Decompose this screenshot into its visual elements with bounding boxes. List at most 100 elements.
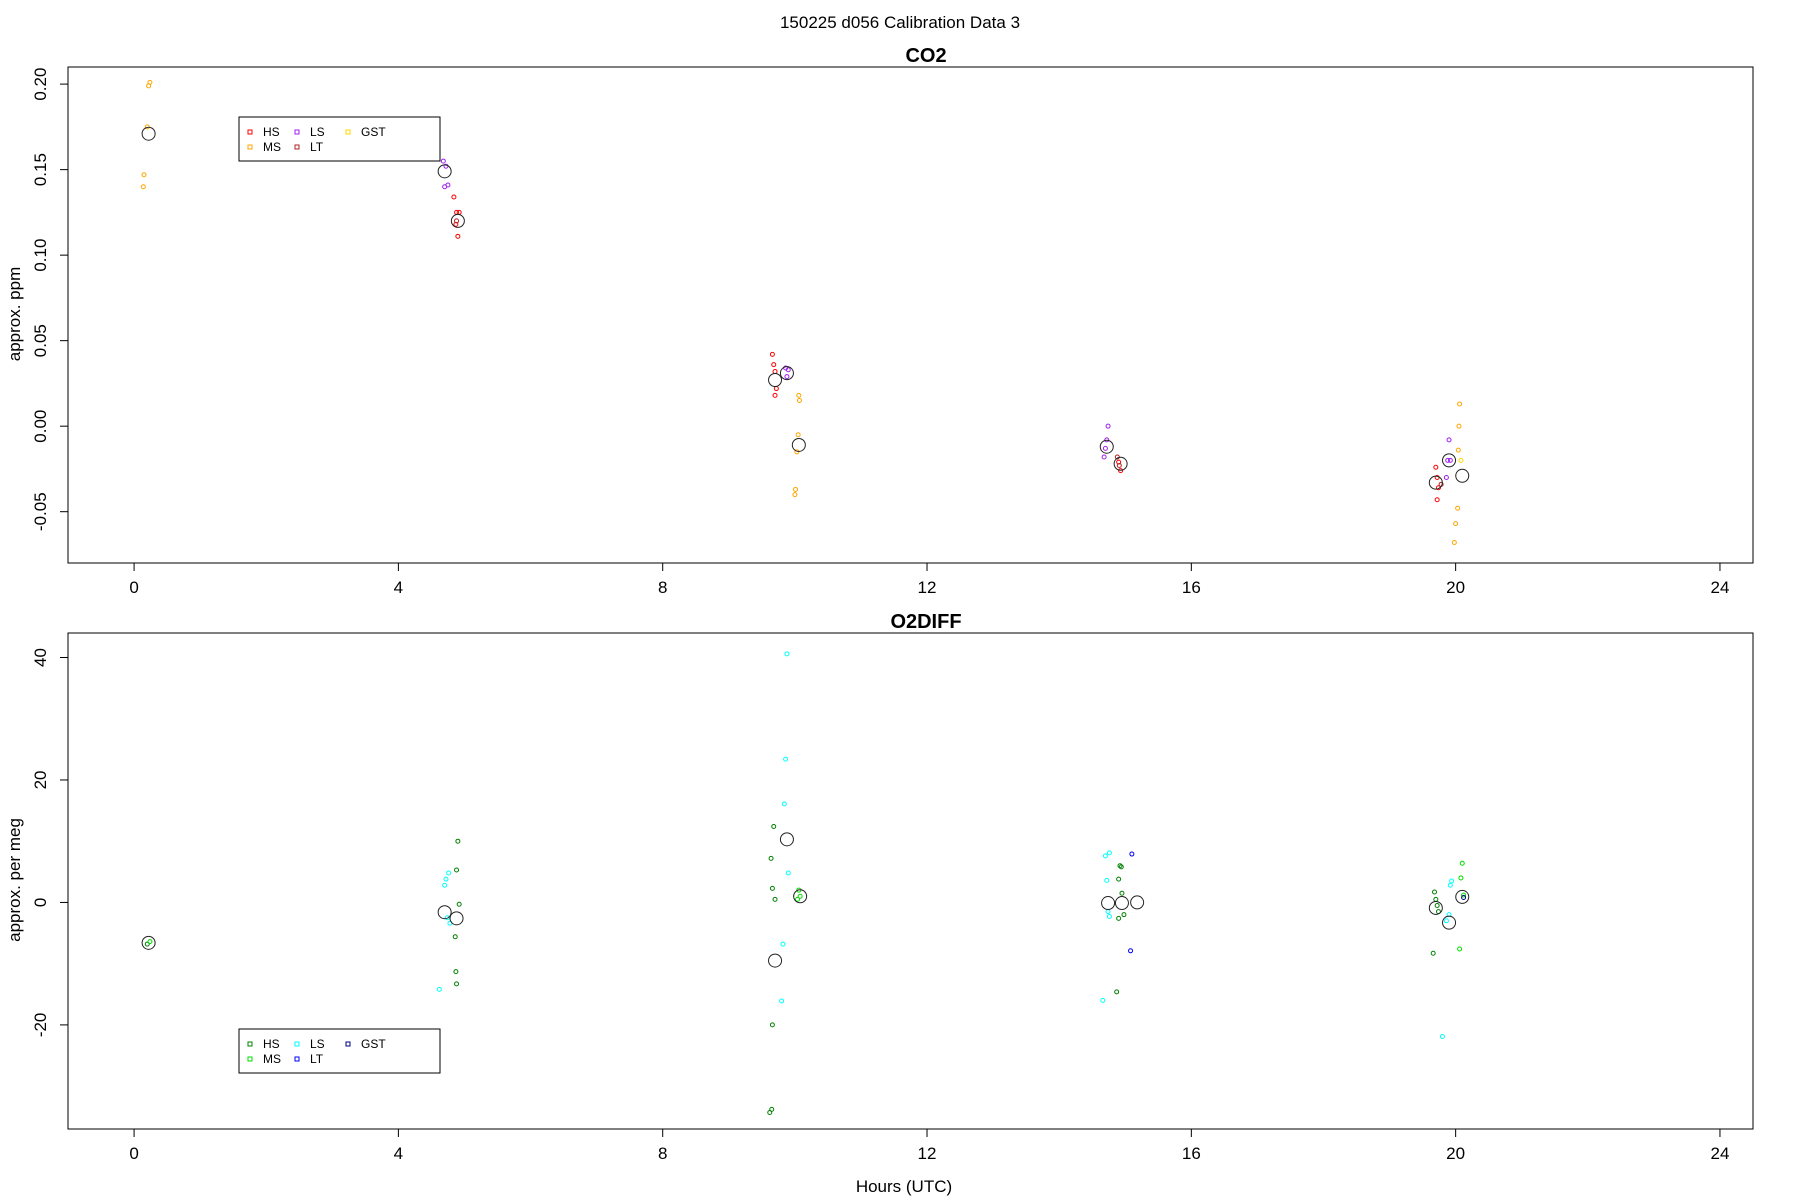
co2-point-ls	[1445, 457, 1451, 463]
o2diff-point-hs	[1114, 989, 1120, 995]
o2diff-point-ls	[1102, 853, 1108, 859]
co2-mean-marker	[1113, 456, 1128, 471]
figure-title: 150225 d056 Calibration Data 3	[780, 13, 1020, 32]
o2diff-point-ls	[780, 941, 786, 947]
co2-point-hs	[772, 368, 778, 374]
o2diff-legend-symbol-gst	[345, 1041, 351, 1047]
o2diff-point-ls	[1439, 1034, 1445, 1040]
o2diff-mean-marker	[793, 889, 808, 904]
o2diff-mean-marker	[1101, 896, 1116, 911]
o2diff-point-ls	[442, 882, 448, 888]
o2diff-legend-symbol-lt	[294, 1056, 300, 1062]
co2-point-ls	[442, 184, 448, 190]
o2diff-point-ms	[1457, 946, 1463, 952]
co2-point-lt	[1116, 463, 1122, 469]
co2-legend-symbol-lt	[294, 144, 300, 150]
co2-point-ms	[141, 172, 147, 178]
co2-point-ls	[784, 374, 790, 380]
co2-point-ls	[1104, 437, 1110, 443]
o2diff-legend-symbol-ms	[247, 1056, 253, 1062]
o2diff-point-hs	[771, 824, 777, 830]
o2diff-point-ls	[1104, 877, 1110, 883]
co2-legend-label-hs: HS	[263, 125, 280, 139]
co2-y-tick-label: -0.05	[31, 492, 50, 531]
co2-y-tick-label: 0.05	[31, 324, 50, 357]
o2diff-legend-symbol-hs	[247, 1041, 253, 1047]
o2diff-mean-marker	[1114, 896, 1129, 911]
o2diff-point-hs	[144, 941, 150, 947]
co2-mean-marker	[1442, 453, 1457, 468]
co2-point-ms	[795, 432, 801, 438]
o2diff-point-hs	[769, 1106, 775, 1112]
o2diff-point-hs	[1116, 876, 1122, 882]
o2diff-legend-box	[238, 1028, 441, 1074]
co2-point-hs	[1118, 468, 1124, 474]
co2-mean-marker	[141, 126, 156, 141]
o2diff-point-ls	[1105, 909, 1111, 915]
co2-point-gst	[1458, 457, 1464, 463]
o2diff-x-tick-label: 0	[129, 1144, 138, 1163]
o2diff-mean-marker	[779, 832, 794, 847]
co2-point-ls	[1102, 445, 1108, 451]
o2diff-point-hs	[769, 1022, 775, 1028]
o2diff-point-hs	[1118, 864, 1124, 870]
o2diff-point-hs	[454, 867, 460, 873]
o2diff-point-ls	[784, 651, 790, 657]
o2diff-point-ls	[446, 870, 452, 876]
co2-point-ms	[796, 392, 802, 398]
co2-point-ms	[1455, 505, 1461, 511]
co2-x-tick-label: 16	[1182, 578, 1201, 597]
co2-y-tick-label: 0.00	[31, 410, 50, 443]
co2-mean-marker	[1099, 439, 1114, 454]
co2-plot-frame	[67, 66, 1754, 564]
co2-point-hs	[773, 386, 779, 392]
co2-x-tick-label: 12	[918, 578, 937, 597]
co2-point-hs	[771, 362, 777, 368]
co2-point-ms	[1455, 447, 1461, 453]
o2diff-point-hs	[1116, 915, 1122, 921]
o2diff-panel-title: O2DIFF	[890, 611, 961, 633]
co2-point-hs	[1434, 497, 1440, 503]
o2diff-point-ms	[795, 896, 801, 902]
co2-point-ms	[1453, 521, 1459, 527]
co2-y-axis-label: approx. ppm	[5, 267, 24, 362]
o2diff-mean-marker	[449, 911, 464, 926]
co2-point-ls	[1105, 423, 1111, 429]
o2diff-y-tick-label: 20	[31, 771, 50, 790]
o2diff-y-axis-label: approx. per meg	[5, 818, 24, 942]
o2diff-point-ls	[436, 986, 442, 992]
co2-mean-marker	[437, 164, 452, 179]
co2-legend-label-ls: LS	[310, 125, 325, 139]
co2-point-ms	[1451, 539, 1457, 545]
o2diff-x-tick-label: 12	[918, 1144, 937, 1163]
o2diff-point-hs	[456, 901, 462, 907]
o2diff-point-hs	[772, 896, 778, 902]
o2diff-x-axis-label: Hours (UTC)	[856, 1177, 952, 1196]
co2-mean-marker	[1455, 468, 1470, 483]
o2diff-legend-symbol-ls	[294, 1041, 300, 1047]
co2-panel: CO2 approx. ppm 0 4 8 12 16 20 24 -0.05 0.00 0.05…	[5, 45, 1754, 597]
o2diff-plot-frame	[67, 632, 1754, 1130]
o2diff-point-hs	[1434, 902, 1440, 908]
o2diff-point-ms	[1458, 875, 1464, 881]
o2diff-point-ms	[797, 893, 803, 899]
co2-legend-label-ms: MS	[263, 140, 281, 154]
o2diff-point-ls	[1106, 914, 1112, 920]
co2-mean-marker	[791, 437, 806, 452]
o2diff-point-lt	[1129, 851, 1135, 857]
co2-legend-label-gst: GST	[361, 125, 386, 139]
o2diff-point-ls	[1447, 882, 1453, 888]
o2diff-x-tick-label: 4	[394, 1144, 403, 1163]
o2diff-y-tick-label: 0	[31, 898, 50, 907]
co2-x-tick-label: 24	[1710, 578, 1729, 597]
co2-point-ms	[1457, 401, 1463, 407]
co2-legend-label-lt: LT	[310, 140, 324, 154]
o2diff-point-hs	[1121, 912, 1127, 918]
o2diff-point-gst	[1461, 895, 1467, 901]
o2diff-point-ls	[785, 870, 791, 876]
co2-panel-title: CO2	[905, 45, 946, 67]
co2-point-ms	[147, 79, 153, 85]
co2-point-hs	[1433, 464, 1439, 470]
o2diff-point-ls	[783, 756, 789, 762]
